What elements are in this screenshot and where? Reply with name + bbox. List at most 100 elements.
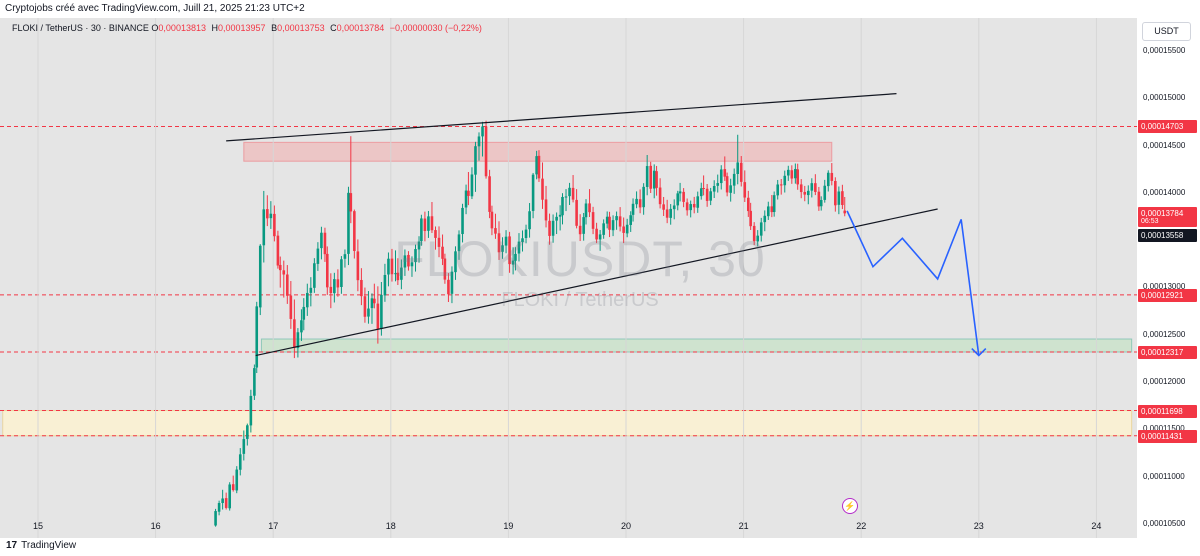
candle-body bbox=[289, 295, 293, 319]
candle-body bbox=[276, 235, 280, 266]
candle-body bbox=[783, 175, 787, 186]
flash-icon[interactable]: ⚡ bbox=[842, 498, 858, 514]
candle-body bbox=[541, 178, 544, 200]
tradingview-brand[interactable]: 17 TradingView bbox=[6, 540, 76, 551]
candle-body bbox=[729, 185, 732, 193]
candle-body bbox=[756, 235, 760, 242]
candle-body bbox=[396, 272, 400, 281]
candle-body bbox=[306, 292, 309, 308]
candle-body bbox=[228, 484, 231, 509]
candle-body bbox=[618, 216, 622, 227]
candle-body bbox=[490, 211, 494, 229]
time-tick: 23 bbox=[973, 521, 984, 531]
candle-body bbox=[524, 229, 528, 239]
price-label-value: 0,00013558 bbox=[1141, 230, 1184, 240]
candle-body bbox=[484, 126, 488, 177]
candle-body bbox=[387, 258, 390, 275]
candle-body bbox=[508, 236, 511, 265]
top-bar: Cryptojobs créé avec TradingView.com, Ju… bbox=[0, 0, 1200, 18]
candle-body bbox=[434, 230, 437, 238]
candle-body bbox=[531, 174, 535, 211]
candle-body bbox=[830, 172, 834, 181]
candle-body bbox=[488, 176, 491, 212]
candle-body bbox=[799, 184, 803, 193]
low-value: 0,00013753 bbox=[277, 23, 325, 33]
candle-body bbox=[514, 253, 517, 261]
candle-body bbox=[786, 169, 790, 176]
candle-body bbox=[410, 262, 414, 267]
candle-body bbox=[605, 216, 609, 224]
candle-body bbox=[537, 155, 541, 179]
candle-body bbox=[427, 216, 430, 231]
candle-body bbox=[296, 332, 300, 349]
candle-body bbox=[224, 498, 228, 508]
candle-body bbox=[467, 190, 470, 196]
projection-path bbox=[846, 210, 980, 356]
price-tick: 0,00015500 bbox=[1143, 46, 1186, 56]
candle-body bbox=[454, 251, 457, 273]
candle-body bbox=[278, 264, 282, 271]
price-label-value: 0,00012317 bbox=[1141, 348, 1184, 358]
candle-body bbox=[325, 253, 329, 288]
candle-body bbox=[370, 298, 374, 309]
price-label-value: 0,00014703 bbox=[1141, 122, 1184, 132]
symbol-legend[interactable]: FLOKI / TetherUS · 30 · BINANCE O0,00013… bbox=[12, 23, 485, 33]
currency-button[interactable]: USDT bbox=[1142, 22, 1191, 41]
candle-body bbox=[702, 187, 705, 190]
candle-body bbox=[517, 241, 521, 254]
candle-body bbox=[417, 241, 421, 250]
candle-body bbox=[242, 439, 246, 454]
candle-body bbox=[588, 203, 591, 213]
candle-body bbox=[749, 210, 752, 227]
candle-body bbox=[676, 193, 680, 206]
candle-body bbox=[665, 209, 669, 218]
price-scale[interactable]: USDT 0,00015500 0,00015000 0,00014500 0,000… bbox=[1137, 18, 1200, 538]
candle-body bbox=[535, 156, 538, 175]
candle-body bbox=[819, 200, 823, 207]
candle-body bbox=[501, 245, 504, 252]
time-tick: 24 bbox=[1091, 521, 1102, 531]
candle-body bbox=[221, 498, 224, 504]
candle-body bbox=[548, 220, 551, 236]
candle-body bbox=[300, 320, 303, 333]
trendline-upper bbox=[226, 93, 897, 142]
price-label: 0,00013784 06:53 bbox=[1138, 207, 1197, 228]
candle-body bbox=[575, 199, 578, 226]
candle-body bbox=[591, 212, 595, 229]
candle-body bbox=[376, 303, 380, 330]
time-tick: 19 bbox=[503, 521, 514, 531]
bar-countdown: 06:53 bbox=[1141, 218, 1159, 226]
candle-body bbox=[763, 215, 767, 223]
chart-canvas[interactable] bbox=[0, 18, 1137, 538]
watermark-name: FLOKI / TetherUS bbox=[501, 289, 659, 311]
candle-body bbox=[450, 271, 454, 294]
change-value: −0,00000030 (−0,22%) bbox=[389, 23, 482, 33]
candle-body bbox=[558, 214, 562, 217]
candle-body bbox=[390, 258, 394, 275]
candle-body bbox=[794, 168, 797, 179]
candle-body bbox=[367, 308, 370, 317]
time-tick: 15 bbox=[33, 521, 44, 531]
candle-body bbox=[470, 174, 474, 197]
candle-body bbox=[642, 186, 645, 208]
candle-body bbox=[723, 169, 727, 177]
candle-body bbox=[441, 246, 444, 259]
candle-body bbox=[528, 211, 531, 230]
candle-body bbox=[430, 216, 434, 231]
candle-body bbox=[323, 232, 327, 255]
candle-body bbox=[555, 216, 558, 221]
candle-body bbox=[803, 191, 807, 195]
candle-body bbox=[474, 146, 477, 175]
candle-body bbox=[340, 259, 343, 287]
candle-body bbox=[302, 306, 306, 320]
price-tick: 0,00015000 bbox=[1143, 93, 1186, 103]
candle-body bbox=[790, 170, 794, 179]
candle-body bbox=[333, 279, 336, 294]
publish-credit: Cryptojobs créé avec TradingView.com, Ju… bbox=[5, 3, 305, 14]
chart-area[interactable]: FLOKIUSDT, 30 FLOKI / TetherUS FLOKI / T… bbox=[0, 18, 1137, 538]
candle-body bbox=[692, 203, 696, 208]
candle-body bbox=[571, 187, 575, 200]
symbol-name[interactable]: FLOKI / TetherUS · 30 · BINANCE bbox=[12, 23, 149, 33]
candle-body bbox=[497, 233, 501, 253]
zone-support bbox=[260, 338, 1133, 353]
